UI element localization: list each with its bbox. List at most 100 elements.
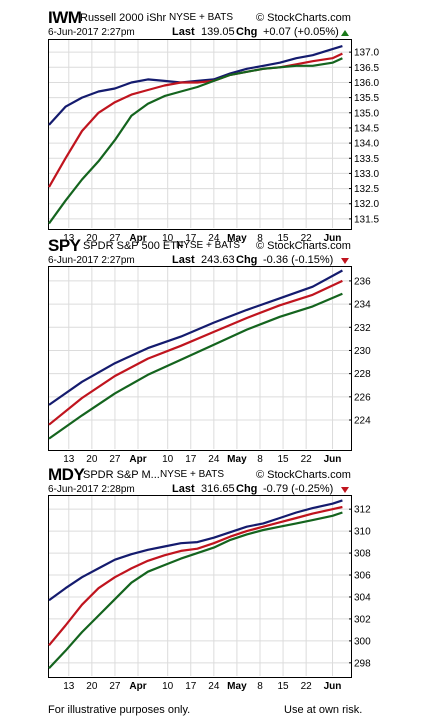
x-tick-label: 10	[162, 454, 174, 465]
exchange-label: NYSE + BATS	[160, 469, 225, 480]
chart-header: IWM Russell 2000 iShr NYSE + BATS © Stoc…	[0, 8, 423, 44]
y-tick-label: 302	[354, 614, 371, 625]
line-chart-iwm: 13 20 27 Apr 10 17 24 May 8 15 22 Jun 131.5 132.0 132.…	[48, 40, 379, 244]
plot-area	[48, 495, 352, 678]
date-label: 6-Jun-2017 2:28pm	[48, 484, 135, 495]
x-tick-label: May	[227, 233, 247, 244]
x-tick-label: 27	[109, 681, 121, 692]
series-line-green	[48, 511, 343, 670]
y-tick-label: 236	[354, 276, 371, 287]
chart-header: MDY SPDR S&P M... NYSE + BATS © StockCha…	[0, 465, 423, 501]
x-tick-label: Apr	[129, 454, 146, 465]
y-tick-label: 230	[354, 346, 371, 357]
x-tick-label: 8	[257, 454, 263, 465]
y-tick-label: 132.0	[354, 199, 379, 210]
x-tick-label: 13	[63, 233, 75, 244]
x-tick-label: 10	[162, 233, 174, 244]
symbol-label: MDY	[48, 465, 85, 484]
x-tick-label: 10	[162, 681, 174, 692]
last-label: Last	[172, 26, 195, 38]
y-tick-label: 298	[354, 658, 371, 669]
brand-label: © StockCharts.com	[256, 469, 351, 481]
series-line-red	[48, 279, 343, 426]
last-value: 243.63	[201, 254, 235, 266]
x-tick-label: 20	[86, 681, 98, 692]
y-tick-label: 133.0	[354, 169, 379, 180]
y-tick-label: 228	[354, 369, 371, 380]
y-tick-label: 135.5	[354, 93, 379, 104]
x-tick-label: 20	[86, 233, 98, 244]
y-tick-label: 306	[354, 571, 371, 582]
y-tick-label: 232	[354, 323, 371, 334]
chg-label: Chg	[236, 26, 258, 38]
security-name: Russell 2000 iShr	[80, 12, 167, 24]
x-tick-label: 22	[301, 454, 313, 465]
y-tick-label: 226	[354, 392, 371, 403]
date-label: 6-Jun-2017 2:27pm	[48, 27, 135, 38]
y-tick-label: 136.5	[354, 63, 379, 74]
chg-value: +0.07 (+0.05%)	[263, 26, 339, 38]
x-tick-label: 15	[278, 454, 290, 465]
series-line-blue	[48, 269, 343, 406]
disclaimer-right: Use at own risk.	[284, 704, 363, 716]
line-chart-spy: 13 20 27 Apr 10 17 24 May 8 15 22 Jun 224 226 228 230 23…	[48, 267, 371, 465]
x-tick-label: 17	[185, 681, 197, 692]
x-tick-label: 24	[208, 233, 220, 244]
exchange-label: NYSE + BATS	[169, 12, 234, 23]
x-tick-label: Jun	[324, 681, 342, 692]
x-tick-label: 8	[257, 233, 263, 244]
y-tick-label: 304	[354, 592, 371, 603]
x-tick-label: 24	[208, 454, 220, 465]
last-value: 316.65	[201, 483, 235, 495]
date-label: 6-Jun-2017 2:27pm	[48, 255, 135, 266]
security-name: SPDR S&P 500 ETF	[83, 240, 184, 252]
brand-label: © StockCharts.com	[256, 12, 351, 24]
y-tick-label: 136.0	[354, 78, 379, 89]
x-tick-label: 17	[185, 454, 197, 465]
y-tick-label: 132.5	[354, 184, 379, 195]
x-tick-label: 27	[109, 454, 121, 465]
y-tick-label: 137.0	[354, 48, 379, 59]
y-tick-label: 312	[354, 505, 371, 516]
x-tick-label: 13	[63, 681, 75, 692]
x-tick-label: Jun	[324, 233, 342, 244]
x-tick-label: 13	[63, 454, 75, 465]
x-tick-label: 17	[185, 233, 197, 244]
x-tick-label: 15	[278, 233, 290, 244]
chg-value: -0.79 (-0.25%)	[263, 483, 334, 495]
series-line-green	[48, 292, 343, 440]
series-line-blue	[48, 499, 343, 602]
plot-area	[48, 39, 352, 230]
y-tick-label: 133.5	[354, 154, 379, 165]
series-line-green	[48, 57, 343, 225]
x-tick-label: Apr	[129, 233, 146, 244]
line-chart-mdy: 13 20 27 Apr 10 17 24 May 8 15 22 Jun 298 300 302 304 30…	[48, 496, 371, 692]
down-arrow-icon	[341, 487, 349, 493]
y-tick-label: 131.5	[354, 214, 379, 225]
y-tick-label: 134.5	[354, 123, 379, 134]
chg-value: -0.36 (-0.15%)	[263, 254, 334, 266]
y-tick-label: 310	[354, 527, 371, 538]
series-line-blue	[48, 45, 343, 126]
last-value: 139.05	[201, 26, 235, 38]
y-tick-label: 234	[354, 300, 371, 311]
series-line-red	[48, 52, 343, 188]
x-tick-label: 27	[109, 233, 121, 244]
y-tick-label: 224	[354, 416, 371, 427]
y-tick-label: 134.0	[354, 139, 379, 150]
last-label: Last	[172, 483, 195, 495]
disclaimer-left: For illustrative purposes only.	[48, 704, 191, 716]
chg-label: Chg	[236, 483, 258, 495]
series-line-red	[48, 505, 343, 647]
up-arrow-icon	[341, 30, 349, 36]
y-tick-label: 300	[354, 636, 371, 647]
x-tick-label: 20	[86, 454, 98, 465]
brand-label: © StockCharts.com	[256, 240, 351, 252]
y-tick-label: 135.0	[354, 108, 379, 119]
x-tick-label: 22	[301, 681, 313, 692]
security-name: SPDR S&P M...	[83, 469, 160, 481]
x-tick-label: Jun	[324, 454, 342, 465]
x-tick-label: Apr	[129, 681, 146, 692]
x-tick-label: 15	[278, 681, 290, 692]
y-tick-label: 308	[354, 549, 371, 560]
